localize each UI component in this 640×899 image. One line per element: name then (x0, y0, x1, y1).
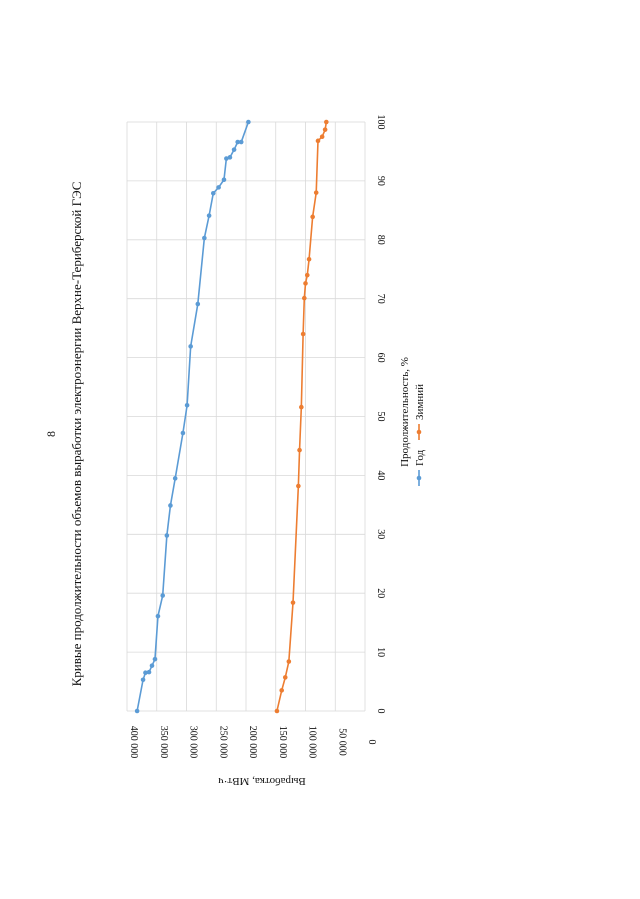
gridlines (126, 121, 366, 712)
legend-swatch-marker (416, 429, 422, 435)
data-point (302, 295, 307, 301)
y-tick-label: 150 000 (277, 726, 288, 759)
y-tick-label: 250 000 (217, 726, 228, 759)
data-point (155, 613, 161, 619)
x-tick-label: 70 (375, 294, 386, 304)
data-point (246, 119, 251, 125)
y-tick-label: 50 000 (336, 728, 347, 756)
x-tick-label: 10 (375, 647, 386, 657)
y-tick-label: 100 000 (307, 726, 318, 759)
series-zimniy (274, 119, 329, 714)
y-tick-labels: 0 50 000 100 000 150 000 200 000 250 000 300 0… (128, 726, 377, 759)
data-point (221, 177, 227, 183)
data-point (152, 656, 158, 662)
data-point (231, 147, 237, 152)
data-point (238, 139, 244, 145)
x-tick-label: 30 (375, 529, 386, 539)
data-point (216, 185, 221, 190)
data-point (184, 403, 190, 408)
series-god (134, 119, 251, 714)
data-point (324, 119, 329, 125)
series-layer (134, 119, 329, 714)
data-point (146, 669, 152, 675)
data-point (224, 156, 229, 161)
x-tick-label: 90 (375, 176, 386, 186)
data-point (164, 533, 170, 538)
page-number: 8 (44, 431, 58, 437)
data-point (149, 663, 155, 668)
data-point (303, 281, 308, 286)
data-point (306, 256, 312, 262)
x-tick-label: 50 (375, 412, 386, 422)
data-point (195, 301, 201, 307)
x-tick-label: 20 (375, 588, 386, 598)
data-point (297, 447, 302, 453)
data-point (274, 708, 280, 714)
x-axis-label: Продолжительность, % (399, 357, 411, 467)
data-point (290, 600, 296, 605)
data-point (310, 214, 315, 220)
x-tick-label: 0 (375, 709, 386, 714)
legend-label: Зимний (414, 384, 426, 420)
data-point (299, 404, 304, 410)
y-tick-label: 400 000 (128, 726, 139, 759)
x-tick-label: 80 (375, 235, 386, 245)
data-point (235, 139, 240, 145)
legend-label: Год (414, 449, 426, 466)
y-tick-label: 0 (366, 740, 377, 745)
data-point (286, 659, 292, 664)
x-tick-labels: 0 10 20 30 40 50 60 70 80 90 100 (375, 115, 386, 714)
x-tick-label: 100 (375, 115, 386, 130)
data-point (322, 127, 328, 132)
data-point (210, 190, 216, 196)
data-point (206, 213, 212, 218)
y-tick-label: 200 000 (247, 726, 258, 759)
data-point (134, 708, 140, 714)
data-point (140, 677, 146, 683)
y-axis-label: Выработка, МВт·ч (218, 775, 306, 787)
legend: Год Зимний (414, 384, 426, 486)
data-point (143, 670, 148, 676)
data-point (313, 190, 319, 195)
data-point (315, 138, 321, 144)
data-point (227, 155, 233, 160)
data-point (160, 593, 165, 598)
data-point (180, 430, 186, 436)
x-tick-label: 60 (375, 353, 386, 363)
data-point (319, 134, 325, 140)
y-tick-label: 300 000 (188, 726, 199, 759)
y-tick-label: 350 000 (158, 726, 169, 759)
data-point (282, 675, 288, 680)
data-point (279, 688, 285, 693)
x-tick-label: 40 (375, 470, 386, 480)
chart-title: Кривые продолжительности объемов выработ… (69, 182, 84, 687)
data-point (168, 503, 173, 508)
data-point (202, 235, 207, 241)
legend-swatch-marker (416, 475, 422, 481)
data-point (300, 331, 306, 337)
data-point (304, 272, 310, 278)
data-point (296, 483, 301, 489)
data-point (172, 476, 178, 481)
data-point (188, 344, 193, 349)
